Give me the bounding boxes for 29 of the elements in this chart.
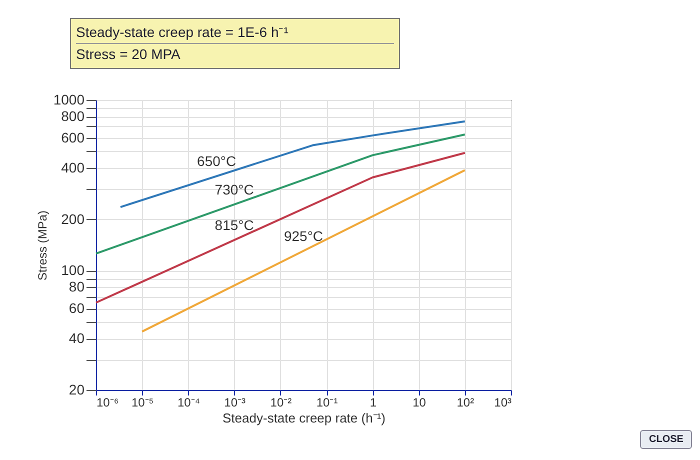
- x-tick-label: 10⁻⁵: [131, 396, 154, 410]
- series-label: 730°C: [214, 181, 254, 198]
- x-tick-label: 1: [370, 396, 377, 410]
- x-tick-label: 10³: [494, 396, 512, 410]
- x-tick-label: 10: [412, 396, 426, 410]
- series-label: 650°C: [197, 153, 236, 170]
- x-tick-label: 10⁻²: [270, 396, 292, 410]
- y-tick-label: 1000: [53, 92, 85, 108]
- x-tick-label: 10⁻⁶: [96, 396, 119, 410]
- y-tick-label: 40: [68, 330, 85, 346]
- y-axis-title: Stress (MPa): [35, 210, 50, 281]
- y-tick-label: 200: [61, 210, 85, 227]
- text: Steady-state creep rate = 1E-6 h⁻¹: [76, 23, 290, 42]
- series-label: 815°C: [214, 217, 254, 234]
- x-tick-label: 10²: [456, 396, 474, 410]
- y-tick-label: 60: [68, 300, 85, 316]
- x-tick-label: 10⁻⁴: [177, 396, 200, 410]
- y-tick-label: 600: [61, 129, 85, 146]
- y-tick-label: 20: [68, 382, 85, 398]
- close-button[interactable]: CLOSE: [640, 430, 692, 449]
- y-tick-label: 100: [61, 262, 85, 278]
- x-tick-label: 10⁻³: [224, 396, 246, 410]
- y-tick-label: 800: [61, 108, 85, 124]
- y-tick-label: 80: [68, 278, 85, 295]
- series-label: 925°C: [284, 228, 324, 244]
- text: Stress = 20 MPA: [76, 43, 394, 65]
- y-tick-label: 400: [61, 159, 85, 176]
- x-axis-title: Steady-state creep rate (h⁻¹): [222, 410, 386, 426]
- x-tick-label: 10⁻¹: [316, 396, 338, 410]
